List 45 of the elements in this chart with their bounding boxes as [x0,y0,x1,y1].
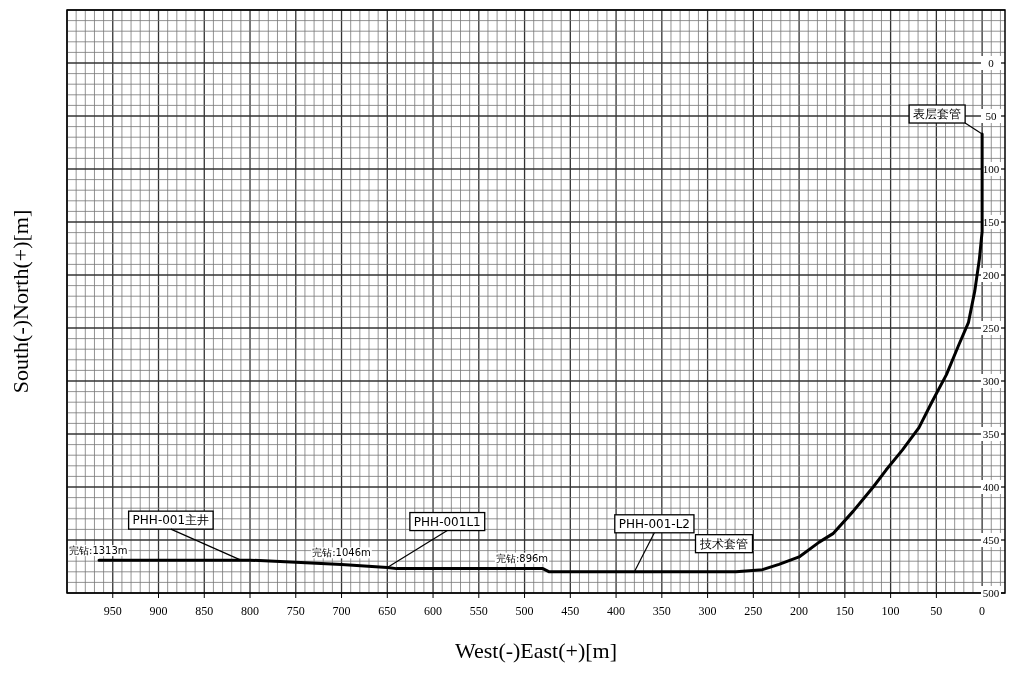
y-tick-label: 150 [982,216,1000,228]
annotation: PHH-001主井 [127,510,242,561]
x-axis-title: West(-)East(+)[m] [454,638,618,663]
annotation: 完钻:1313m [68,545,129,557]
x-tick-label: 850 [195,604,214,618]
x-tick-label: 500 [515,604,534,618]
x-tick-label: 100 [881,604,900,618]
annotation: 表层套管 [908,104,983,135]
x-tick-label: 650 [378,604,397,618]
y-tick-label: 50 [985,110,997,122]
y-tick-label: 450 [982,534,1000,546]
y-tick-label: 500 [982,587,1000,599]
y-tick-label: 0 [988,57,995,69]
annotation: PHH-001-L2 [618,516,690,531]
x-tick-label: 900 [149,604,168,618]
x-tick-label: 150 [835,604,854,618]
x-tick-label: 350 [652,604,671,618]
annotation: 技术套管 [699,536,749,551]
x-tick-label: 250 [744,604,763,618]
y-tick-label: 350 [982,428,1000,440]
annotation: 技术套管 [694,534,754,554]
annotation: PHH-001L1 [413,514,481,529]
y-tick-label: 400 [982,481,1000,493]
annotation: 完钻:896m [494,552,550,564]
x-tick-label: 700 [332,604,351,618]
annotation: PHH-001L1 [386,511,486,569]
x-tick-label: 550 [469,604,488,618]
x-tick-label: 300 [698,604,717,618]
x-tick-label: 50 [930,604,943,618]
x-tick-label: 400 [607,604,626,618]
y-tick-label: 200 [982,269,1000,281]
annotation: 完钻:1046m [311,547,372,559]
annotation: 表层套管 [913,107,962,122]
annotation: PHH-001-L2 [614,514,695,573]
y-tick-label: 100 [982,163,1000,175]
x-tick-label: 950 [103,604,122,618]
y-axis-title: South(-)North(+)[m] [8,209,33,394]
x-tick-label: 600 [424,604,443,618]
x-tick-label: 450 [561,604,580,618]
x-tick-label: 750 [286,604,305,618]
x-tick-label: 800 [241,604,260,618]
annotation: PHH-001主井 [132,513,210,528]
x-tick-label: 200 [790,604,809,618]
y-tick-label: 250 [982,322,1000,334]
y-tick-label: 300 [982,375,1000,387]
